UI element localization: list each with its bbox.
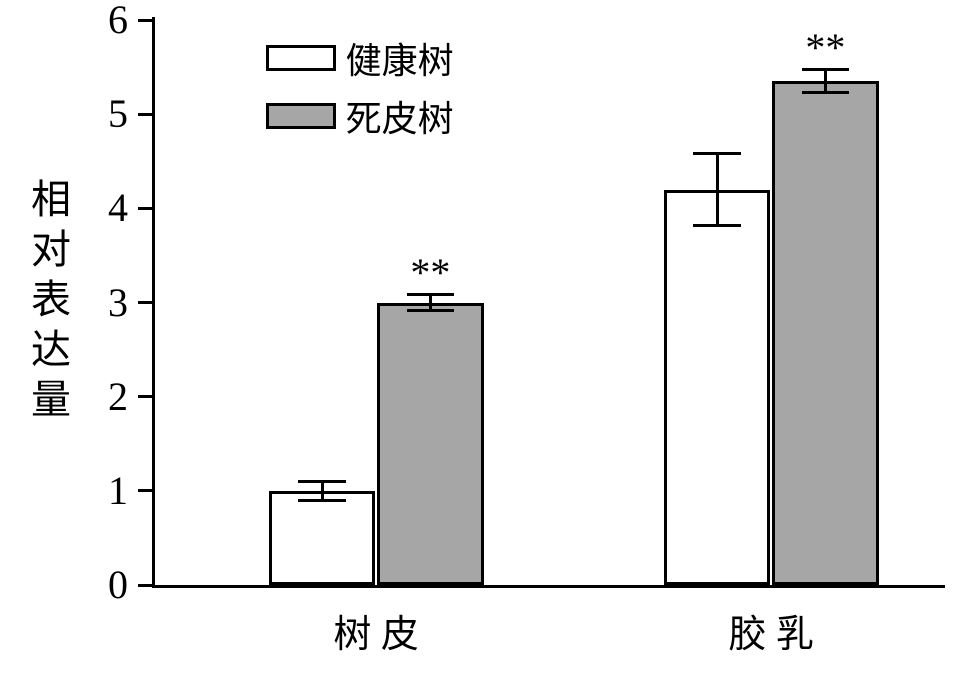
y-tick-label: 2: [68, 373, 128, 420]
error-cap: [298, 499, 345, 502]
legend-swatch: [266, 103, 336, 129]
error-cap: [693, 152, 740, 155]
y-tick-label: 5: [68, 90, 128, 137]
error-cap: [298, 480, 345, 483]
y-tick: [138, 489, 152, 492]
bar: [772, 81, 879, 585]
significance-marker: **: [785, 24, 865, 71]
legend-swatch: [266, 45, 336, 71]
y-tick: [138, 584, 152, 587]
y-tick-label: 3: [68, 279, 128, 326]
error-cap: [407, 309, 454, 312]
chart-container: ** 树 皮 ** 胶 乳 0 1 2 3 4 5 6 健康树死皮树 相对表达量: [0, 0, 973, 683]
error-cap: [693, 224, 740, 227]
y-tick: [138, 207, 152, 210]
y-tick-label: 0: [68, 561, 128, 608]
y-tick-label: 6: [68, 0, 128, 43]
legend-label: 死皮树: [346, 90, 454, 142]
error-bar: [321, 481, 324, 500]
y-axis: [152, 17, 155, 588]
legend-item: 死皮树: [266, 90, 454, 142]
bar: [377, 303, 484, 586]
x-axis: [152, 585, 945, 588]
legend-label: 健康树: [346, 32, 454, 84]
category-label: 胶 乳: [671, 603, 871, 658]
error-bar: [824, 70, 827, 93]
error-bar: [716, 154, 719, 226]
plot-area: **树 皮**胶 乳0123456健康树死皮树: [155, 20, 945, 585]
legend-item: 健康树: [266, 32, 454, 84]
y-tick: [138, 301, 152, 304]
y-tick-label: 1: [68, 467, 128, 514]
y-tick: [138, 395, 152, 398]
bar: [269, 491, 376, 585]
bar: [664, 190, 771, 586]
significance-marker: **: [390, 249, 470, 296]
y-axis-title: 相对表达量: [18, 153, 76, 453]
error-cap: [802, 91, 849, 94]
y-tick-label: 4: [68, 184, 128, 231]
category-label: 树 皮: [276, 603, 476, 658]
legend: 健康树死皮树: [266, 32, 454, 148]
y-tick: [138, 19, 152, 22]
y-tick: [138, 113, 152, 116]
